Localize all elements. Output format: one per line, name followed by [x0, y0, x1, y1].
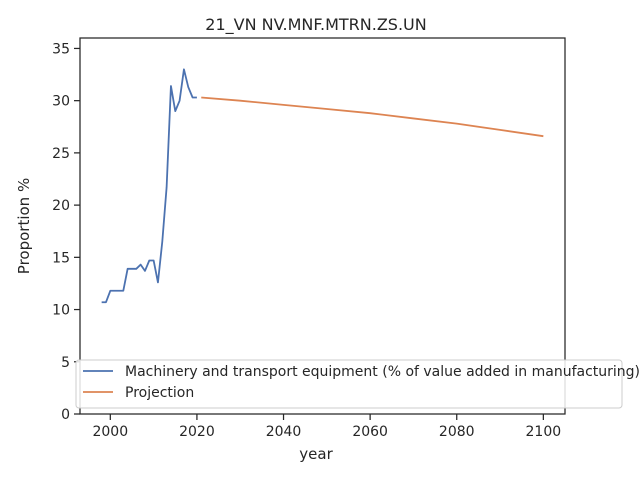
- plot-area: [79, 37, 566, 415]
- y-tick-label: 5: [61, 355, 70, 371]
- legend-label-history: Machinery and transport equipment (% of …: [125, 364, 640, 380]
- x-tick-label: 2100: [526, 424, 562, 440]
- x-axis-label: year: [299, 445, 333, 463]
- y-axis: 0 5 10 15 20 25 30 35: [52, 41, 80, 423]
- y-tick-label: 20: [52, 198, 70, 214]
- series-line-history: [101, 68, 197, 304]
- y-tick-label: 30: [52, 94, 70, 110]
- y-tick-label: 0: [61, 407, 70, 423]
- series-lines: [101, 68, 544, 304]
- x-tick-label: 2040: [266, 424, 302, 440]
- series-line-projection: [201, 96, 544, 138]
- y-tick-label: 15: [52, 250, 70, 266]
- y-tick-label: 25: [52, 146, 70, 162]
- y-tick-label: 10: [52, 303, 70, 319]
- legend-box: [75, 359, 623, 409]
- x-tick-label: 2060: [352, 424, 388, 440]
- y-tick-label: 35: [52, 41, 70, 57]
- y-axis-label: Proportion %: [15, 178, 33, 274]
- x-tick-label: 2000: [92, 424, 128, 440]
- x-tick-label: 2080: [439, 424, 475, 440]
- chart-title: 21_VN NV.MNF.MTRN.ZS.UN: [205, 15, 426, 35]
- legend-label-projection: Projection: [125, 385, 194, 401]
- legend: Machinery and transport equipment (% of …: [75, 359, 640, 409]
- x-axis: 2000 2020 2040 2060 2080 2100: [92, 414, 561, 440]
- x-tick-label: 2020: [179, 424, 215, 440]
